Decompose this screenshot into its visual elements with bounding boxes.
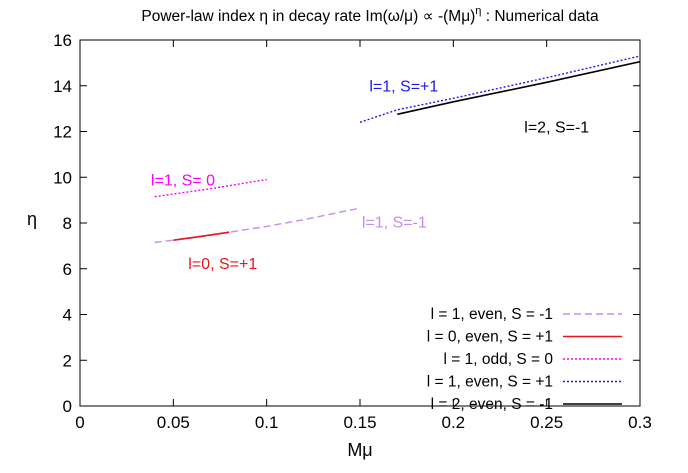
y-tick-label: 2 [63,351,72,370]
y-tick-label: 4 [63,306,72,325]
series-line-1 [154,207,361,244]
x-axis-label: Mμ [347,440,372,460]
y-tick-label: 10 [53,168,72,187]
y-tick-label: 8 [63,214,72,233]
series-annotation-3: l=1, S= 0 [151,172,215,189]
legend-label-4: l = 1, even, S = +1 [427,374,553,391]
series-line-3 [154,178,267,198]
plot-frame [79,39,641,407]
series-annotation-4: l=1, S=+1 [369,78,438,95]
x-tick-label: 0.05 [157,413,190,432]
series-line-5 [397,60,641,116]
legend-label-2: l = 0, even, S = +1 [427,329,553,346]
y-tick-label: 0 [63,397,72,416]
x-tick-label: 0.25 [530,413,563,432]
y-axis-label: η [27,209,37,229]
x-tick-label: 0.1 [255,413,279,432]
series-annotation-5: l=2, S=-1 [524,120,589,137]
plot-area: 0 0.05 0.1 0.15 0.2 0.25 0.3 0 2 4 6 8 10 12 14 16 l=1, … [53,31,652,432]
y-tick-label: 6 [63,260,72,279]
chart-title-main: Power-law index η in decay rate Im(ω/μ) … [141,8,475,25]
x-tick-label: 0.2 [442,413,466,432]
series-line-4 [359,55,641,123]
y-tick-label: 16 [53,31,72,50]
x-tick-label: 0 [75,413,84,432]
legend-label-3: l = 1, odd, S = 0 [444,351,554,368]
legend-label-1: l = 1, even, S = -1 [431,306,553,323]
x-tick-label: 0.15 [343,413,376,432]
legend-label-5: l = 2, even, S = -1 [431,396,553,413]
x-tick-label: 0.3 [628,413,652,432]
series-annotation-1: l=1, S=-1 [362,215,427,232]
chart-title: Power-law index η in decay rate Im(ω/μ) … [141,5,599,25]
y-tick-label: 12 [53,123,72,142]
y-tick-label: 14 [53,77,72,96]
chart-title-superscript: η [475,5,481,17]
chart-title-suffix: : Numerical data [481,8,599,25]
series-annotation-2: l=0, S=+1 [188,256,257,273]
series-line-2 [173,231,230,241]
